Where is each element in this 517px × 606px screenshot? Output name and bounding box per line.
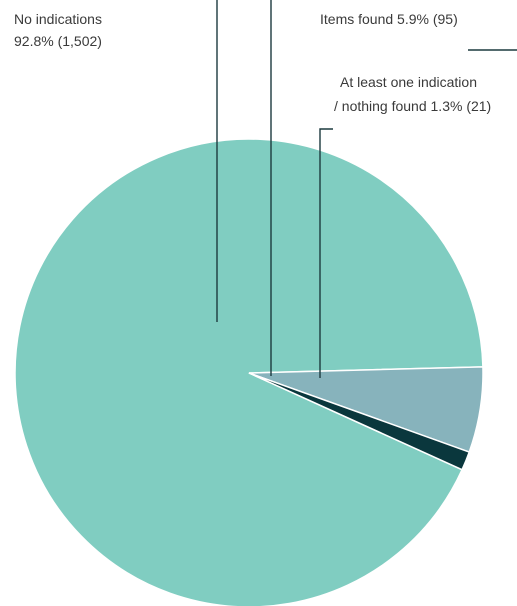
pie-slices <box>14 138 484 606</box>
leader-lines <box>216 0 517 378</box>
label-items-found: Items found 5.9% (95) <box>320 11 458 27</box>
label-no-indications: No indications 92.8% (1,502) <box>14 11 106 49</box>
leader-at-least-one-indication <box>319 128 333 378</box>
pie-slice-at-least-one-indication-nothing-found <box>248 372 471 471</box>
label-at-least-one-indication: At least one indication / nothing found … <box>334 74 491 114</box>
